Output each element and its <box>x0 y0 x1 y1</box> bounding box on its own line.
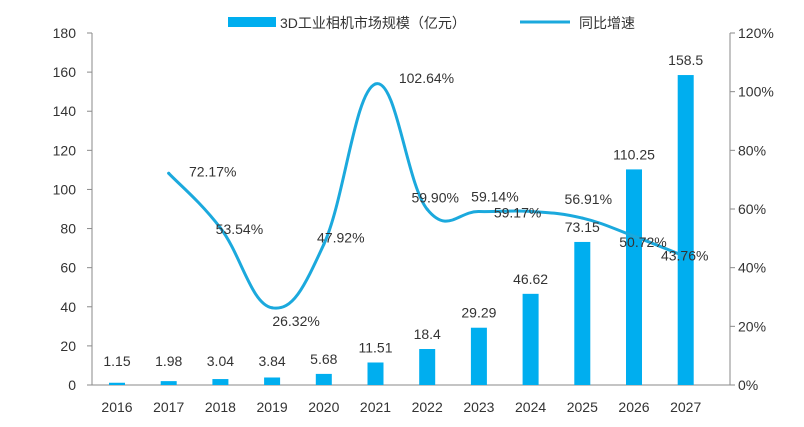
bar-value-label: 29.29 <box>461 305 496 321</box>
x-tick-label: 2025 <box>567 399 598 415</box>
growth-value-label: 26.32% <box>272 313 319 329</box>
bar <box>522 293 539 385</box>
y-left-tick-label: 140 <box>53 103 77 119</box>
y-left-tick-label: 40 <box>60 299 76 315</box>
growth-value-label: 59.17% <box>494 204 541 220</box>
growth-value-label: 47.92% <box>317 229 364 245</box>
growth-point <box>632 234 636 238</box>
bar-value-label: 46.62 <box>513 271 548 287</box>
bar-value-label: 158.5 <box>668 52 703 68</box>
y-right-tick-label: 120% <box>738 25 774 41</box>
bar <box>109 382 125 385</box>
y-right-tick-label: 20% <box>738 318 766 334</box>
bar <box>677 75 694 386</box>
legend: 3D工业相机市场规模（亿元） 同比增速 <box>228 15 635 31</box>
growth-point <box>218 226 222 230</box>
bar-value-label: 110.25 <box>613 146 655 162</box>
growth-point <box>322 242 326 246</box>
bar-value-label: 1.15 <box>103 353 130 369</box>
y-right-tick-label: 80% <box>738 142 766 158</box>
y-right-tick-label: 40% <box>738 260 766 276</box>
legend-bar-swatch <box>228 17 276 27</box>
axes: 0 20 40 60 80 100 120 140 160 180 0% 20% 40% 60% 80% 10… <box>53 25 774 415</box>
growth-value-label: 59.14% <box>471 189 518 205</box>
growth-point <box>374 82 377 86</box>
bar <box>160 381 177 385</box>
bar <box>419 349 436 385</box>
y-left-tick-label: 80 <box>60 221 76 237</box>
y-left-tick-label: 120 <box>53 142 77 158</box>
x-tick-label: 2026 <box>618 399 649 415</box>
growth-value-label: 43.76% <box>661 248 708 264</box>
bar-value-label: 18.4 <box>414 326 441 342</box>
bar-value-label: 5.68 <box>310 351 337 367</box>
y-left-tick-label: 100 <box>53 181 77 197</box>
x-tick-label: 2016 <box>101 399 132 415</box>
bar <box>212 379 229 385</box>
bar-value-label: 11.51 <box>359 339 393 355</box>
growth-value-label: 50.72% <box>619 234 666 250</box>
growth-point <box>529 209 533 213</box>
growth-point <box>425 207 429 211</box>
legend-bar-label: 3D工业相机市场规模（亿元） <box>280 15 466 31</box>
growth-point <box>477 210 481 214</box>
bar <box>264 377 281 385</box>
y-right-tick-label: 100% <box>738 84 774 100</box>
growth-value-label: 102.64% <box>399 70 454 86</box>
x-tick-label: 2019 <box>257 399 288 415</box>
y-right-tick-label: 60% <box>738 201 766 217</box>
data-labels: 1.15 1.98 3.04 3.84 5.68 11.51 18.4 29.29 46.62 7… <box>103 52 708 369</box>
x-tick-label: 2017 <box>153 399 184 415</box>
bar-value-label: 73.15 <box>565 219 600 235</box>
x-tick-label: 2018 <box>205 399 236 415</box>
y-right-tick-label: 0% <box>738 377 758 393</box>
y-left-tick-label: 60 <box>60 260 76 276</box>
growth-point <box>684 255 688 259</box>
y-left-tick-label: 0 <box>68 377 76 393</box>
bar-value-label: 3.04 <box>207 353 234 369</box>
x-tick-label: 2022 <box>412 399 443 415</box>
growth-value-label: 59.90% <box>411 189 458 205</box>
growth-point <box>167 171 171 175</box>
y-left-tick-label: 20 <box>60 338 76 354</box>
bars <box>109 75 694 386</box>
x-tick-label: 2023 <box>463 399 494 415</box>
x-tick-label: 2020 <box>308 399 339 415</box>
bar <box>574 241 591 385</box>
growth-value-label: 72.17% <box>189 163 236 179</box>
bar <box>626 169 642 385</box>
bar-value-label: 1.98 <box>155 353 182 369</box>
bar <box>470 327 487 385</box>
bar <box>367 362 384 385</box>
growth-value-label: 56.91% <box>565 191 612 207</box>
x-tick-label: 2021 <box>360 399 391 415</box>
y-left-tick-label: 160 <box>53 64 77 80</box>
y-left-tick-label: 180 <box>53 25 77 41</box>
x-tick-label: 2024 <box>515 399 546 415</box>
growth-point <box>580 216 584 220</box>
growth-point <box>270 306 274 310</box>
bar <box>315 373 332 385</box>
growth-line <box>167 82 688 310</box>
growth-value-label: 53.54% <box>216 221 263 237</box>
bar-value-label: 3.84 <box>258 353 285 369</box>
x-tick-label: 2027 <box>670 399 701 415</box>
legend-line-label: 同比增速 <box>579 15 635 31</box>
